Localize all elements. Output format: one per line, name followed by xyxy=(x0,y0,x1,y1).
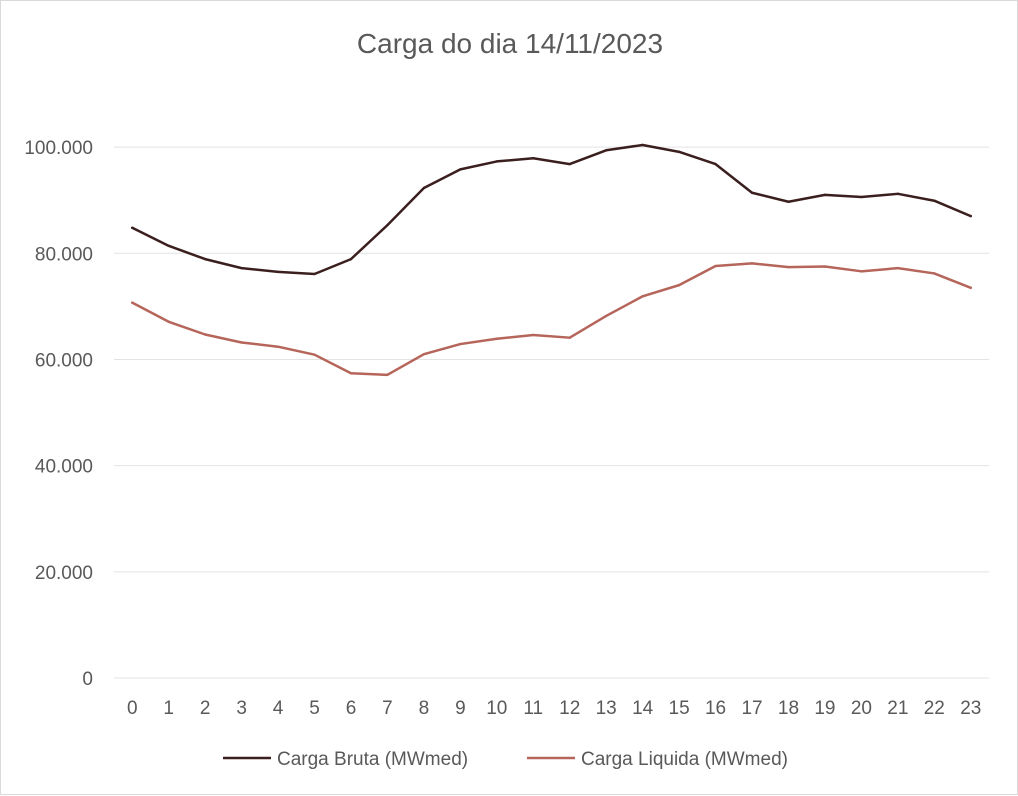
data-point xyxy=(823,193,827,197)
data-point xyxy=(276,270,280,274)
chart-title: Carga do dia 14/11/2023 xyxy=(357,28,663,59)
data-point xyxy=(969,286,972,289)
y-tick-label: 40.000 xyxy=(35,457,93,478)
legend-label: Carga Bruta (MWmed) xyxy=(277,749,468,770)
data-point xyxy=(641,143,644,147)
x-tick-label: 19 xyxy=(814,698,835,719)
data-point xyxy=(495,160,499,163)
x-tick-label: 10 xyxy=(486,698,507,719)
x-tick-label: 22 xyxy=(924,698,945,719)
series-1 xyxy=(130,262,973,377)
data-point xyxy=(787,200,790,203)
data-point xyxy=(896,266,900,270)
x-axis-tick-labels: 0 1 2 3 4 5 6 7 8 9 10 11 12 13 14 15 16 17 18 19 20 21 22 23 xyxy=(127,698,981,719)
data-point xyxy=(313,353,316,356)
data-point xyxy=(131,226,134,229)
y-tick-label: 80.000 xyxy=(35,244,93,265)
legend-entry: Carga Liquida (MWmed) xyxy=(527,749,788,770)
series-0 xyxy=(130,143,973,276)
x-tick-label: 14 xyxy=(632,698,654,719)
gridlines xyxy=(114,146,989,679)
data-point xyxy=(604,314,608,318)
data-point xyxy=(714,162,717,166)
x-tick-label: 23 xyxy=(960,698,981,719)
data-point xyxy=(896,192,900,196)
data-point xyxy=(568,336,571,339)
x-tick-label: 1 xyxy=(163,698,174,719)
x-tick-label: 3 xyxy=(236,698,247,719)
data-point xyxy=(604,149,608,152)
series-line xyxy=(130,143,973,276)
data-point xyxy=(677,283,681,287)
data-point xyxy=(422,186,426,190)
legend-entry: Carga Bruta (MWmed) xyxy=(223,749,468,770)
data-point xyxy=(641,295,644,298)
data-point xyxy=(933,272,936,275)
x-tick-label: 11 xyxy=(523,698,543,719)
x-tick-label: 17 xyxy=(741,698,762,719)
data-point xyxy=(459,342,462,346)
data-point xyxy=(969,214,972,218)
data-point xyxy=(750,262,754,265)
x-tick-label: 4 xyxy=(273,698,284,719)
data-point xyxy=(495,337,499,340)
data-point xyxy=(568,162,571,166)
data-point xyxy=(750,191,754,194)
x-tick-label: 15 xyxy=(669,698,690,719)
x-tick-label: 18 xyxy=(778,698,799,719)
x-tick-label: 5 xyxy=(309,698,320,719)
data-point xyxy=(532,157,535,160)
y-tick-label: 100.000 xyxy=(24,138,93,159)
data-point xyxy=(823,265,827,268)
data-point xyxy=(933,199,936,202)
data-point xyxy=(860,195,863,199)
x-tick-label: 9 xyxy=(455,698,466,719)
x-tick-label: 13 xyxy=(596,698,617,719)
data-point xyxy=(131,301,134,304)
y-tick-label: 20.000 xyxy=(35,563,93,584)
y-axis-tick-labels: 0 20.000 40.000 60.000 80.000 100.000 xyxy=(24,138,93,690)
series-line xyxy=(130,262,973,377)
data-point xyxy=(459,168,462,171)
data-point xyxy=(167,244,170,248)
y-tick-label: 60.000 xyxy=(35,350,93,371)
data-point xyxy=(677,150,681,154)
series-lines xyxy=(130,143,973,377)
data-point xyxy=(349,372,353,375)
data-point xyxy=(386,223,389,227)
legend: Carga Bruta (MWmed) Carga Liquida (MWmed) xyxy=(223,749,788,770)
x-tick-label: 7 xyxy=(382,698,393,719)
data-point xyxy=(167,320,170,323)
data-point xyxy=(860,270,863,273)
data-point xyxy=(203,257,207,261)
data-point xyxy=(203,333,207,336)
data-point xyxy=(240,266,243,270)
data-point xyxy=(313,272,316,276)
data-point xyxy=(240,341,243,344)
x-tick-label: 16 xyxy=(705,698,726,719)
y-tick-label: 0 xyxy=(82,669,93,690)
data-point xyxy=(349,257,353,261)
x-tick-label: 21 xyxy=(887,698,908,719)
x-tick-label: 2 xyxy=(200,698,211,719)
data-point xyxy=(714,264,717,268)
data-point xyxy=(787,265,790,269)
data-point xyxy=(386,373,389,377)
x-tick-label: 0 xyxy=(127,698,138,719)
x-tick-label: 20 xyxy=(851,698,872,719)
x-tick-label: 12 xyxy=(559,698,580,719)
data-point xyxy=(276,345,280,348)
x-tick-label: 6 xyxy=(346,698,357,719)
data-point xyxy=(422,352,426,356)
data-point xyxy=(532,333,535,337)
x-tick-label: 8 xyxy=(419,698,430,719)
legend-label: Carga Liquida (MWmed) xyxy=(581,749,788,770)
